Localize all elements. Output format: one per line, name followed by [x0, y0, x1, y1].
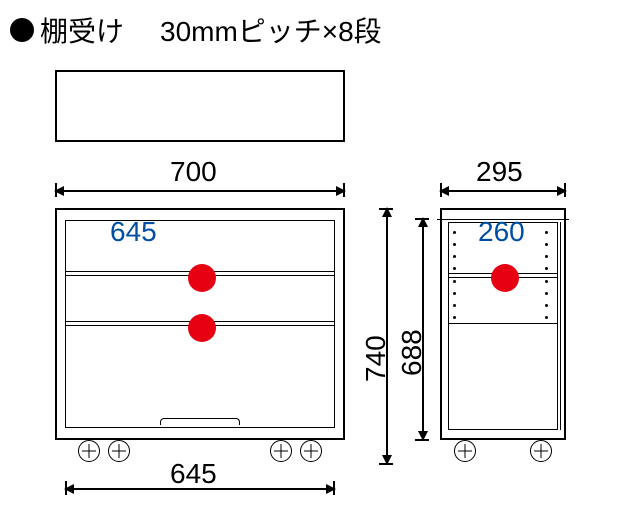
dim-260: 260: [478, 216, 525, 248]
header-spec: 30mmピッチ×8段: [160, 10, 382, 50]
dim-tick: [55, 183, 57, 197]
dim-700: 700: [170, 156, 217, 188]
side-lower: [449, 323, 557, 429]
front-body: [55, 208, 345, 440]
dim-line-295: [440, 190, 566, 192]
peg-column: [453, 231, 457, 319]
caster-icon: [78, 440, 100, 462]
peg-column: [545, 231, 549, 319]
plan-view: [55, 70, 345, 142]
caster-icon: [300, 440, 322, 462]
dim-tick: [440, 183, 442, 197]
caster-icon: [530, 440, 552, 462]
dim-295: 295: [476, 156, 523, 188]
dim-tick: [415, 218, 429, 220]
red-dot-icon: [491, 264, 519, 292]
red-dot-icon: [188, 264, 216, 292]
cutout: [160, 418, 240, 425]
dim-tick: [343, 183, 345, 197]
header: 棚受け 30mmピッチ×8段: [10, 10, 634, 50]
back-line: [560, 222, 561, 430]
dim-tick: [333, 481, 335, 495]
bullet-icon: [10, 18, 34, 42]
red-dot-icon: [188, 314, 216, 342]
dim-tick: [379, 208, 393, 210]
dim-688: 688: [396, 329, 428, 376]
caster-icon: [454, 440, 476, 462]
drawing-area: 700 645 645 740 688: [10, 70, 634, 510]
dim-645-inner: 645: [110, 216, 157, 248]
dim-tick: [415, 439, 429, 441]
dim-740: 740: [360, 335, 392, 382]
side-inner: [448, 222, 558, 430]
header-title: 棚受け: [40, 10, 124, 50]
dim-tick: [65, 481, 67, 495]
dim-line-700: [55, 190, 345, 192]
front-view: [50, 208, 350, 440]
dim-tick: [379, 463, 393, 465]
dim-tick: [564, 183, 566, 197]
dim-645: 645: [170, 458, 217, 490]
caster-icon: [270, 440, 292, 462]
caster-icon: [108, 440, 130, 462]
